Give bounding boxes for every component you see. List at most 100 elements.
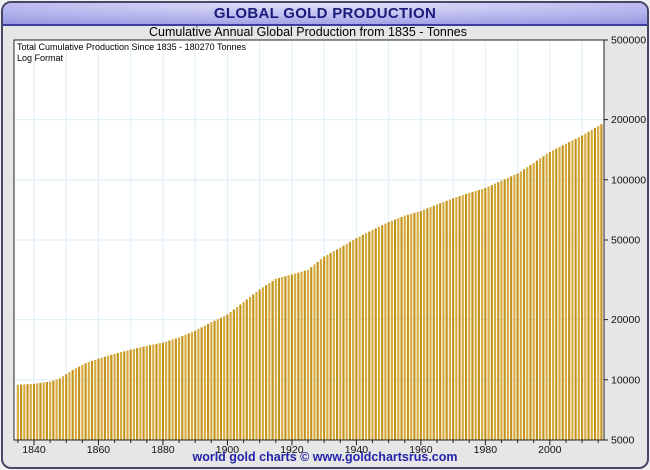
bar <box>445 200 448 440</box>
bar <box>136 348 139 440</box>
bar <box>326 254 329 440</box>
annotation-log-format-line: Log Format <box>17 52 64 63</box>
bar <box>178 337 181 440</box>
bar <box>94 359 97 440</box>
bar <box>490 185 493 440</box>
bar <box>355 238 358 440</box>
bar <box>458 196 461 440</box>
y-axis-label: 500000 <box>611 35 646 47</box>
bar <box>516 173 519 440</box>
bar <box>61 376 65 440</box>
bar <box>90 360 94 440</box>
bar <box>555 148 558 440</box>
bar <box>226 314 229 440</box>
bar <box>423 209 426 440</box>
bar <box>107 355 110 440</box>
x-axis-label: 1980 <box>474 444 498 456</box>
bar <box>319 259 322 440</box>
bar <box>165 341 168 440</box>
bar <box>400 216 403 440</box>
bar <box>503 179 506 441</box>
bar <box>55 379 58 440</box>
bar <box>435 204 439 440</box>
bar <box>300 271 303 440</box>
y-axis-label: 50000 <box>611 235 640 247</box>
bar <box>545 154 548 440</box>
x-axis-label: 1880 <box>151 444 175 456</box>
bar <box>410 213 413 440</box>
bar <box>268 283 271 440</box>
bar <box>71 369 74 440</box>
bar <box>190 332 194 440</box>
bar <box>564 143 568 440</box>
bar <box>551 150 555 441</box>
bar <box>52 380 55 440</box>
bar <box>239 304 242 440</box>
bar <box>377 226 381 440</box>
bar <box>432 205 435 440</box>
bar <box>487 186 490 440</box>
bar <box>74 368 77 440</box>
bar <box>361 234 364 440</box>
bar <box>561 145 564 441</box>
bar <box>558 147 561 440</box>
y-axis: 500000 200000 100000 50000 20000 10000 5000 <box>604 35 646 447</box>
bar <box>455 197 458 440</box>
bar <box>416 211 419 440</box>
bar <box>207 323 210 440</box>
bar <box>581 135 584 440</box>
bar <box>200 327 203 440</box>
bar <box>20 384 23 440</box>
bar <box>471 191 474 440</box>
bar <box>535 160 539 440</box>
bar <box>277 277 281 440</box>
bar <box>29 383 32 440</box>
bar <box>335 249 339 440</box>
bar <box>129 349 132 440</box>
bar <box>100 357 103 440</box>
y-axis-label: 100000 <box>611 174 646 186</box>
bar <box>119 352 123 440</box>
bar <box>464 193 468 440</box>
chart-annotation: Total Cumulative Production Since 1835 -… <box>17 42 246 63</box>
bar <box>49 381 52 440</box>
bar <box>274 278 277 440</box>
bar <box>452 198 455 440</box>
bar <box>187 333 190 440</box>
bar <box>265 285 268 440</box>
bar <box>539 158 542 440</box>
bar <box>232 309 235 440</box>
bar <box>548 151 551 440</box>
bar <box>16 384 19 440</box>
x-axis: 1840 1860 1880 1900 1920 1940 1960 1980 2000 <box>17 440 599 456</box>
x-axis-label: 1840 <box>22 444 46 456</box>
bar <box>139 347 142 440</box>
bar <box>310 267 313 440</box>
bar <box>126 350 129 440</box>
bar <box>213 320 216 440</box>
bar <box>600 124 603 440</box>
bar <box>181 336 184 440</box>
bar <box>306 269 310 440</box>
bar <box>332 251 335 440</box>
bar <box>142 346 145 440</box>
bar <box>519 171 522 440</box>
bar <box>577 137 580 440</box>
bar <box>374 228 377 440</box>
bar <box>261 287 264 440</box>
bar <box>210 322 213 440</box>
bar <box>590 129 593 440</box>
bar <box>258 289 261 440</box>
bar <box>32 383 36 440</box>
bar <box>97 358 100 440</box>
bar <box>297 272 300 440</box>
bar <box>526 167 529 440</box>
bar <box>284 276 287 440</box>
bar <box>571 140 574 440</box>
bar <box>36 383 39 440</box>
bar <box>42 382 45 440</box>
bar <box>461 195 464 440</box>
bar <box>271 280 274 440</box>
bar <box>568 142 571 440</box>
bar <box>477 189 480 440</box>
